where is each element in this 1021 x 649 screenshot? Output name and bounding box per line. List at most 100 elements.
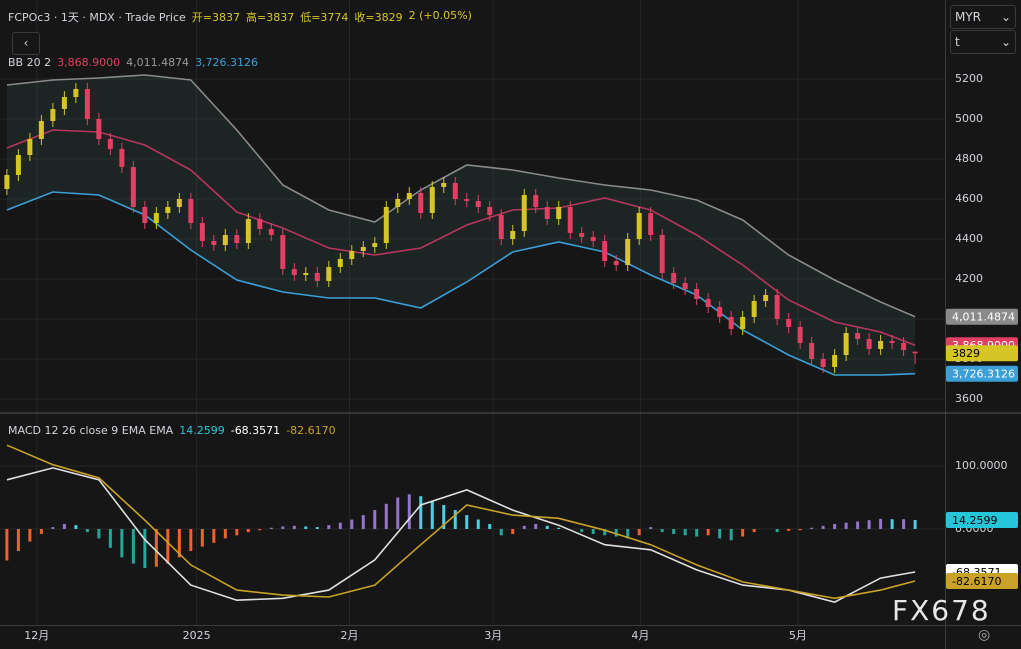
candle-body — [464, 199, 469, 201]
candle-body — [740, 317, 745, 329]
candle-body — [418, 193, 423, 213]
mode-select[interactable]: t⌄ — [950, 30, 1016, 54]
histogram-bar — [500, 529, 503, 535]
candle-body — [16, 155, 21, 175]
candle-body — [556, 207, 561, 219]
histogram-bar — [511, 529, 514, 534]
candle-body — [39, 121, 44, 139]
candle-body — [591, 237, 596, 241]
candle-body — [119, 149, 124, 167]
histogram-bar — [695, 529, 698, 537]
candle-body — [729, 317, 734, 329]
candle-body — [165, 207, 170, 213]
histogram-bar — [557, 528, 560, 529]
histogram-bar — [17, 529, 20, 551]
candle-body — [683, 283, 688, 289]
bb-title: BB 20 2 — [8, 56, 51, 69]
candle-body — [27, 139, 32, 155]
signal-value: -82.6170 — [286, 424, 335, 437]
histogram-bar — [5, 529, 8, 561]
histogram-bar — [523, 526, 526, 529]
candle-body — [706, 299, 711, 307]
macd-title: MACD 12 26 close 9 EMA EMA — [8, 424, 173, 437]
candle-body — [349, 251, 354, 259]
candle-body — [154, 213, 159, 223]
candle-body — [257, 219, 262, 229]
candle-body — [533, 195, 538, 207]
candle-body — [361, 247, 366, 251]
y-tick-label: 5000 — [955, 112, 983, 125]
mode: t — [955, 35, 960, 49]
histogram-bar — [718, 529, 721, 538]
histogram-bar — [385, 504, 388, 529]
y-tick-label: 4800 — [955, 152, 983, 165]
candle-body — [522, 195, 527, 231]
candle-body — [384, 207, 389, 243]
histogram-bar — [776, 529, 779, 532]
histogram-bar — [316, 527, 319, 529]
candle-body — [96, 119, 101, 139]
currency-select[interactable]: MYR⌄ — [950, 5, 1016, 29]
candle-body — [280, 235, 285, 269]
histogram-bar — [258, 529, 261, 530]
histogram-bar — [546, 526, 549, 529]
histogram-bar — [580, 529, 583, 532]
histogram-bar — [845, 523, 848, 529]
y-tick-label: 5200 — [955, 72, 983, 85]
candle-body — [395, 199, 400, 207]
histogram-bar — [86, 529, 89, 532]
histogram-bar — [879, 519, 882, 529]
candle-body — [878, 341, 883, 349]
histogram-bar — [224, 529, 227, 538]
ohlc-close: 收=3829 — [354, 9, 402, 25]
histogram-bar — [40, 529, 43, 534]
symbol-title: FCPOc3 · 1天 · MDX · Trade Price — [8, 9, 186, 25]
histogram-bar — [281, 526, 284, 529]
candle-body — [786, 319, 791, 327]
histogram-bar — [373, 510, 376, 529]
ohlc-low: 低=3774 — [300, 9, 348, 25]
histogram-bar — [304, 526, 307, 529]
candle-body — [499, 215, 504, 239]
macd-value: -68.3571 — [231, 424, 280, 437]
histogram-bar — [97, 529, 100, 538]
histogram-bar — [868, 520, 871, 529]
x-tick-label: 2月 — [340, 629, 358, 642]
candle-body — [315, 273, 320, 281]
candle-body — [487, 207, 492, 215]
candle-body — [85, 89, 90, 119]
candle-body — [246, 219, 251, 243]
candle-body — [510, 231, 515, 239]
header: FCPOc3 · 1天 · MDX · Trade Price 开=3837 高… — [8, 9, 472, 25]
histogram-bar — [63, 524, 66, 529]
histogram-bar — [293, 526, 296, 529]
histogram-bar — [799, 529, 802, 530]
change: 2 (+0.05%) — [409, 9, 472, 25]
histogram-bar — [143, 529, 146, 568]
settings-icon[interactable]: ◎ — [978, 627, 990, 643]
histogram-bar — [109, 529, 112, 548]
x-tick-label: 4月 — [631, 629, 649, 642]
histogram-bar — [247, 529, 250, 532]
histogram-bar — [914, 520, 917, 529]
histogram-bar — [730, 529, 733, 540]
candle-body — [200, 223, 205, 241]
hist-badge: 14.2599 — [952, 514, 998, 527]
histogram-bar — [753, 529, 756, 532]
candle-body — [809, 343, 814, 359]
candle-body — [108, 139, 113, 149]
back-button[interactable]: ‹ — [12, 32, 40, 55]
histogram-bar — [419, 496, 422, 529]
bb-middle: 3,868.9000 — [57, 56, 120, 69]
histogram-bar — [120, 529, 123, 557]
histogram-bar — [235, 529, 238, 535]
price-badge: 3,726.3126 — [952, 368, 1015, 381]
histogram-bar — [833, 524, 836, 529]
candle-body — [660, 235, 665, 273]
candle-body — [223, 235, 228, 245]
y-tick-label: 3600 — [955, 392, 983, 405]
candle-body — [844, 333, 849, 355]
histogram-bar — [28, 529, 31, 542]
